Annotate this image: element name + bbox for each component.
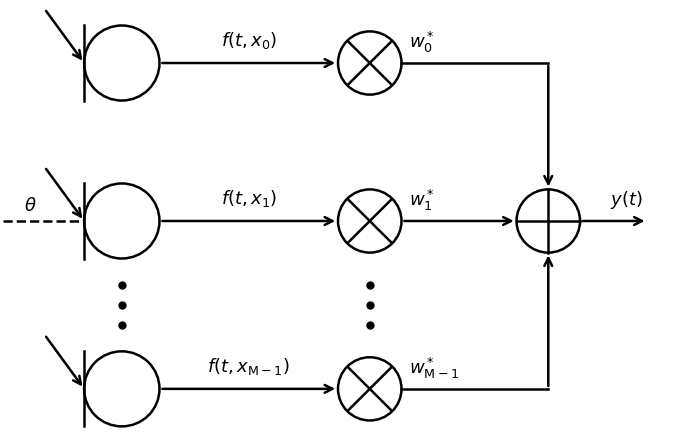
Text: $w_1^*$: $w_1^*$ bbox=[409, 188, 435, 213]
Text: $f(t,x_1)$: $f(t,x_1)$ bbox=[220, 188, 277, 209]
Text: $w_{\mathrm{M}-1}^*$: $w_{\mathrm{M}-1}^*$ bbox=[409, 356, 460, 381]
Text: $\theta$: $\theta$ bbox=[24, 197, 37, 215]
Text: $f(t,x_{\mathrm{M}-1})$: $f(t,x_{\mathrm{M}-1})$ bbox=[207, 356, 290, 377]
Text: $y(t)$: $y(t)$ bbox=[610, 189, 643, 211]
Text: $f(t,x_0)$: $f(t,x_0)$ bbox=[220, 30, 277, 51]
Text: $w_0^*$: $w_0^*$ bbox=[409, 30, 435, 55]
